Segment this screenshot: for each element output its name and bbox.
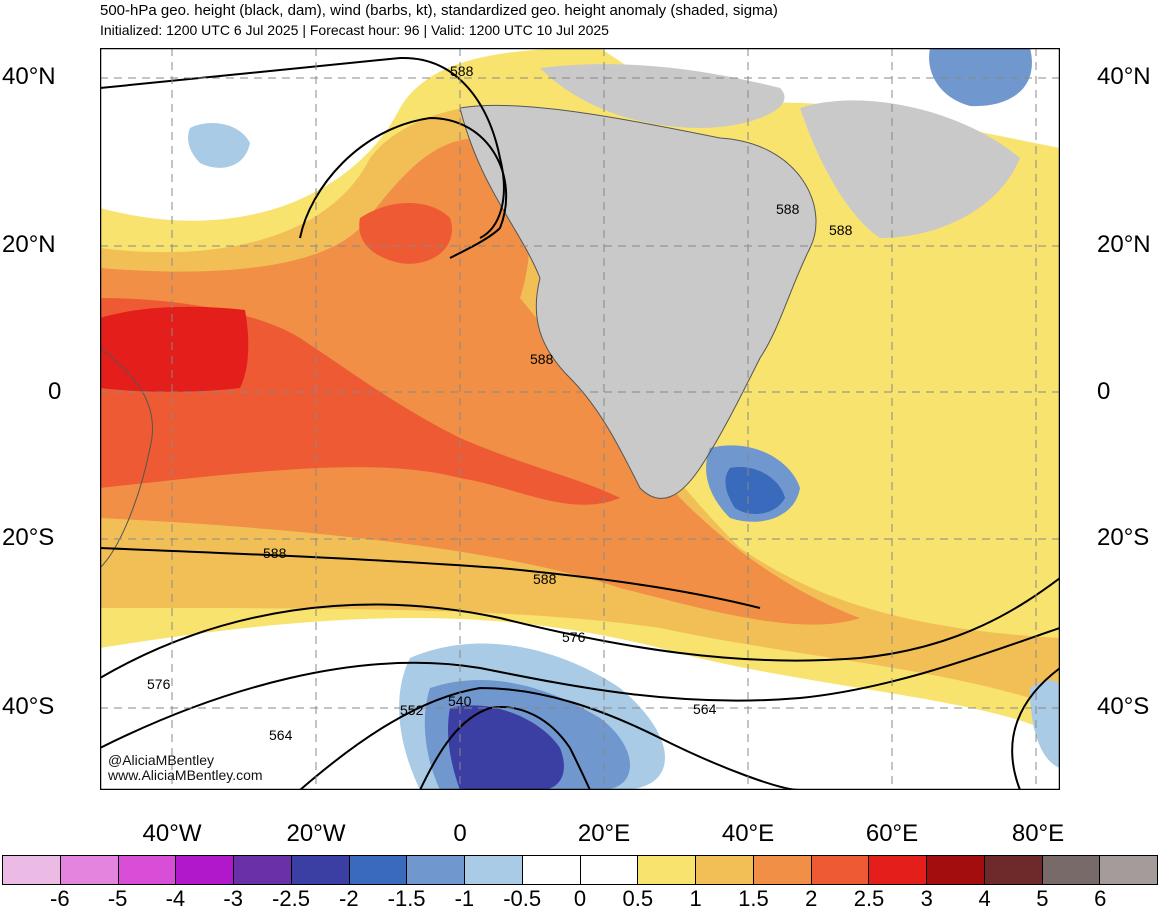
- coastline-south-america: [100, 347, 154, 569]
- colorbar-swatch: [522, 856, 581, 884]
- contour-label: 552: [400, 702, 424, 718]
- contour-label: 588: [776, 201, 800, 217]
- lon-label: 20°W: [286, 820, 346, 847]
- land-europe: [540, 64, 785, 128]
- lat-label-left: 0: [48, 378, 62, 405]
- anomaly-negative-east-pacific: [1030, 680, 1060, 768]
- lat-label-left: 40°S: [2, 693, 55, 720]
- lat-label-right: 20°N: [1097, 231, 1151, 258]
- contour-label: 564: [693, 701, 717, 717]
- lat-label-left: 40°N: [2, 63, 56, 90]
- lat-label-right: 20°S: [1097, 524, 1150, 551]
- colorbar-swatch: [349, 856, 408, 884]
- lat-label-right: 40°N: [1097, 63, 1151, 90]
- contour-label: 588: [533, 571, 557, 587]
- anomaly-positive-extreme: [100, 306, 249, 392]
- contour-label: 588: [263, 545, 287, 561]
- colorbar-swatch: [927, 856, 985, 884]
- colorbar-swatch: [696, 856, 754, 884]
- colorbar-label: -0.5: [503, 886, 542, 911]
- contour-588-africa: [299, 116, 508, 259]
- lat-label-right: 40°S: [1097, 693, 1150, 720]
- anomaly-negative-strong-madagascar: [725, 467, 785, 514]
- colorbar-label: -3: [223, 886, 243, 911]
- lon-label: 80°E: [1011, 820, 1065, 847]
- colorbar-label: -1.5: [387, 886, 426, 911]
- lon-label: 60°E: [865, 820, 919, 847]
- contour-label: 564: [269, 727, 293, 743]
- contour-label: 576: [147, 676, 171, 692]
- coastline-africa: [459, 104, 817, 499]
- colorbar-swatch: [407, 856, 465, 884]
- contour-label: 540: [448, 693, 472, 709]
- colorbar-swatch: [3, 856, 61, 884]
- lat-label-left: 20°N: [2, 231, 56, 258]
- colorbar-swatch: [638, 856, 696, 884]
- chart-title: 500-hPa geo. height (black, dam), wind (…: [100, 2, 778, 19]
- colorbar-label: 6: [1094, 886, 1107, 911]
- map-border: [100, 48, 1060, 790]
- colorbar-label: 1.5: [738, 886, 769, 911]
- credit-handle: @AliciaMBentley: [108, 752, 215, 768]
- colorbar-label: -2.5: [272, 886, 310, 911]
- anomaly-positive-vstrong-2: [359, 203, 452, 264]
- map-plot: 588 588 588 588 588 588 576 576 564 564 …: [100, 48, 1060, 790]
- colorbar-label: 1: [689, 886, 702, 911]
- colorbar-swatch: [465, 856, 523, 884]
- colorbar-label: 2: [805, 886, 818, 911]
- colorbar-swatch: [234, 856, 292, 884]
- contour-540: [419, 706, 591, 790]
- colorbar-label: -6: [50, 886, 70, 911]
- colorbar-swatch: [176, 856, 234, 884]
- land-arabia: [800, 100, 1020, 238]
- colorbar-swatch: [291, 856, 350, 884]
- colorbar-label: -2: [339, 886, 359, 911]
- lat-label-right: 0: [1097, 378, 1111, 405]
- colorbar-swatch: [869, 856, 927, 884]
- lon-label: 0: [453, 820, 467, 847]
- colorbar-swatch: [1100, 856, 1157, 884]
- anomaly-positive-strong: [100, 138, 860, 625]
- lon-label: 40°E: [721, 820, 775, 847]
- anomaly-negative-asia: [929, 48, 1032, 107]
- colorbar-label: 3: [920, 886, 933, 911]
- colorbar-label: -5: [107, 886, 128, 911]
- contour-label: 576: [562, 629, 586, 645]
- colorbar-swatch: [753, 856, 812, 884]
- lon-label: 20°E: [577, 820, 631, 847]
- lat-label-left: 20°S: [2, 524, 55, 551]
- chart-subtitle: Initialized: 1200 UTC 6 Jul 2025 | Forec…: [100, 22, 609, 38]
- colorbar-label: -4: [165, 886, 186, 911]
- credit-website: www.AliciaMBentley.com: [108, 767, 263, 783]
- colorbar-label: 2.5: [853, 886, 885, 911]
- colorbar-label: 0: [573, 886, 587, 911]
- colorbar-label: 0.5: [622, 886, 654, 911]
- contour-east: [1011, 667, 1060, 790]
- colorbar-swatch: [580, 856, 639, 884]
- contour-576: [100, 577, 1060, 679]
- anomaly-negative-vstrong-south: [448, 705, 564, 790]
- colorbar-label: -1: [454, 886, 475, 911]
- colorbar-swatch: [1042, 856, 1101, 884]
- contour-label: 588: [530, 351, 554, 367]
- lon-label: 40°W: [142, 820, 202, 847]
- colorbar-label: 5: [1036, 886, 1049, 911]
- contour-588-north: [100, 56, 505, 239]
- colorbar-swatch: [60, 856, 119, 884]
- gridlines: [100, 48, 1060, 790]
- colorbar-swatch: [118, 856, 177, 884]
- colorbar-label: 4: [978, 886, 991, 911]
- land-africa: [460, 105, 816, 499]
- contour-label: 588: [450, 63, 474, 79]
- anomaly-negative-north-atlantic: [188, 123, 250, 168]
- contour-588-south: [100, 547, 761, 609]
- contour-564: [100, 627, 1060, 749]
- colorbar-swatch: [984, 856, 1043, 884]
- colorbar: [2, 855, 1158, 885]
- contour-label: 588: [829, 222, 853, 238]
- colorbar-swatch: [811, 856, 870, 884]
- contour-552: [299, 686, 801, 790]
